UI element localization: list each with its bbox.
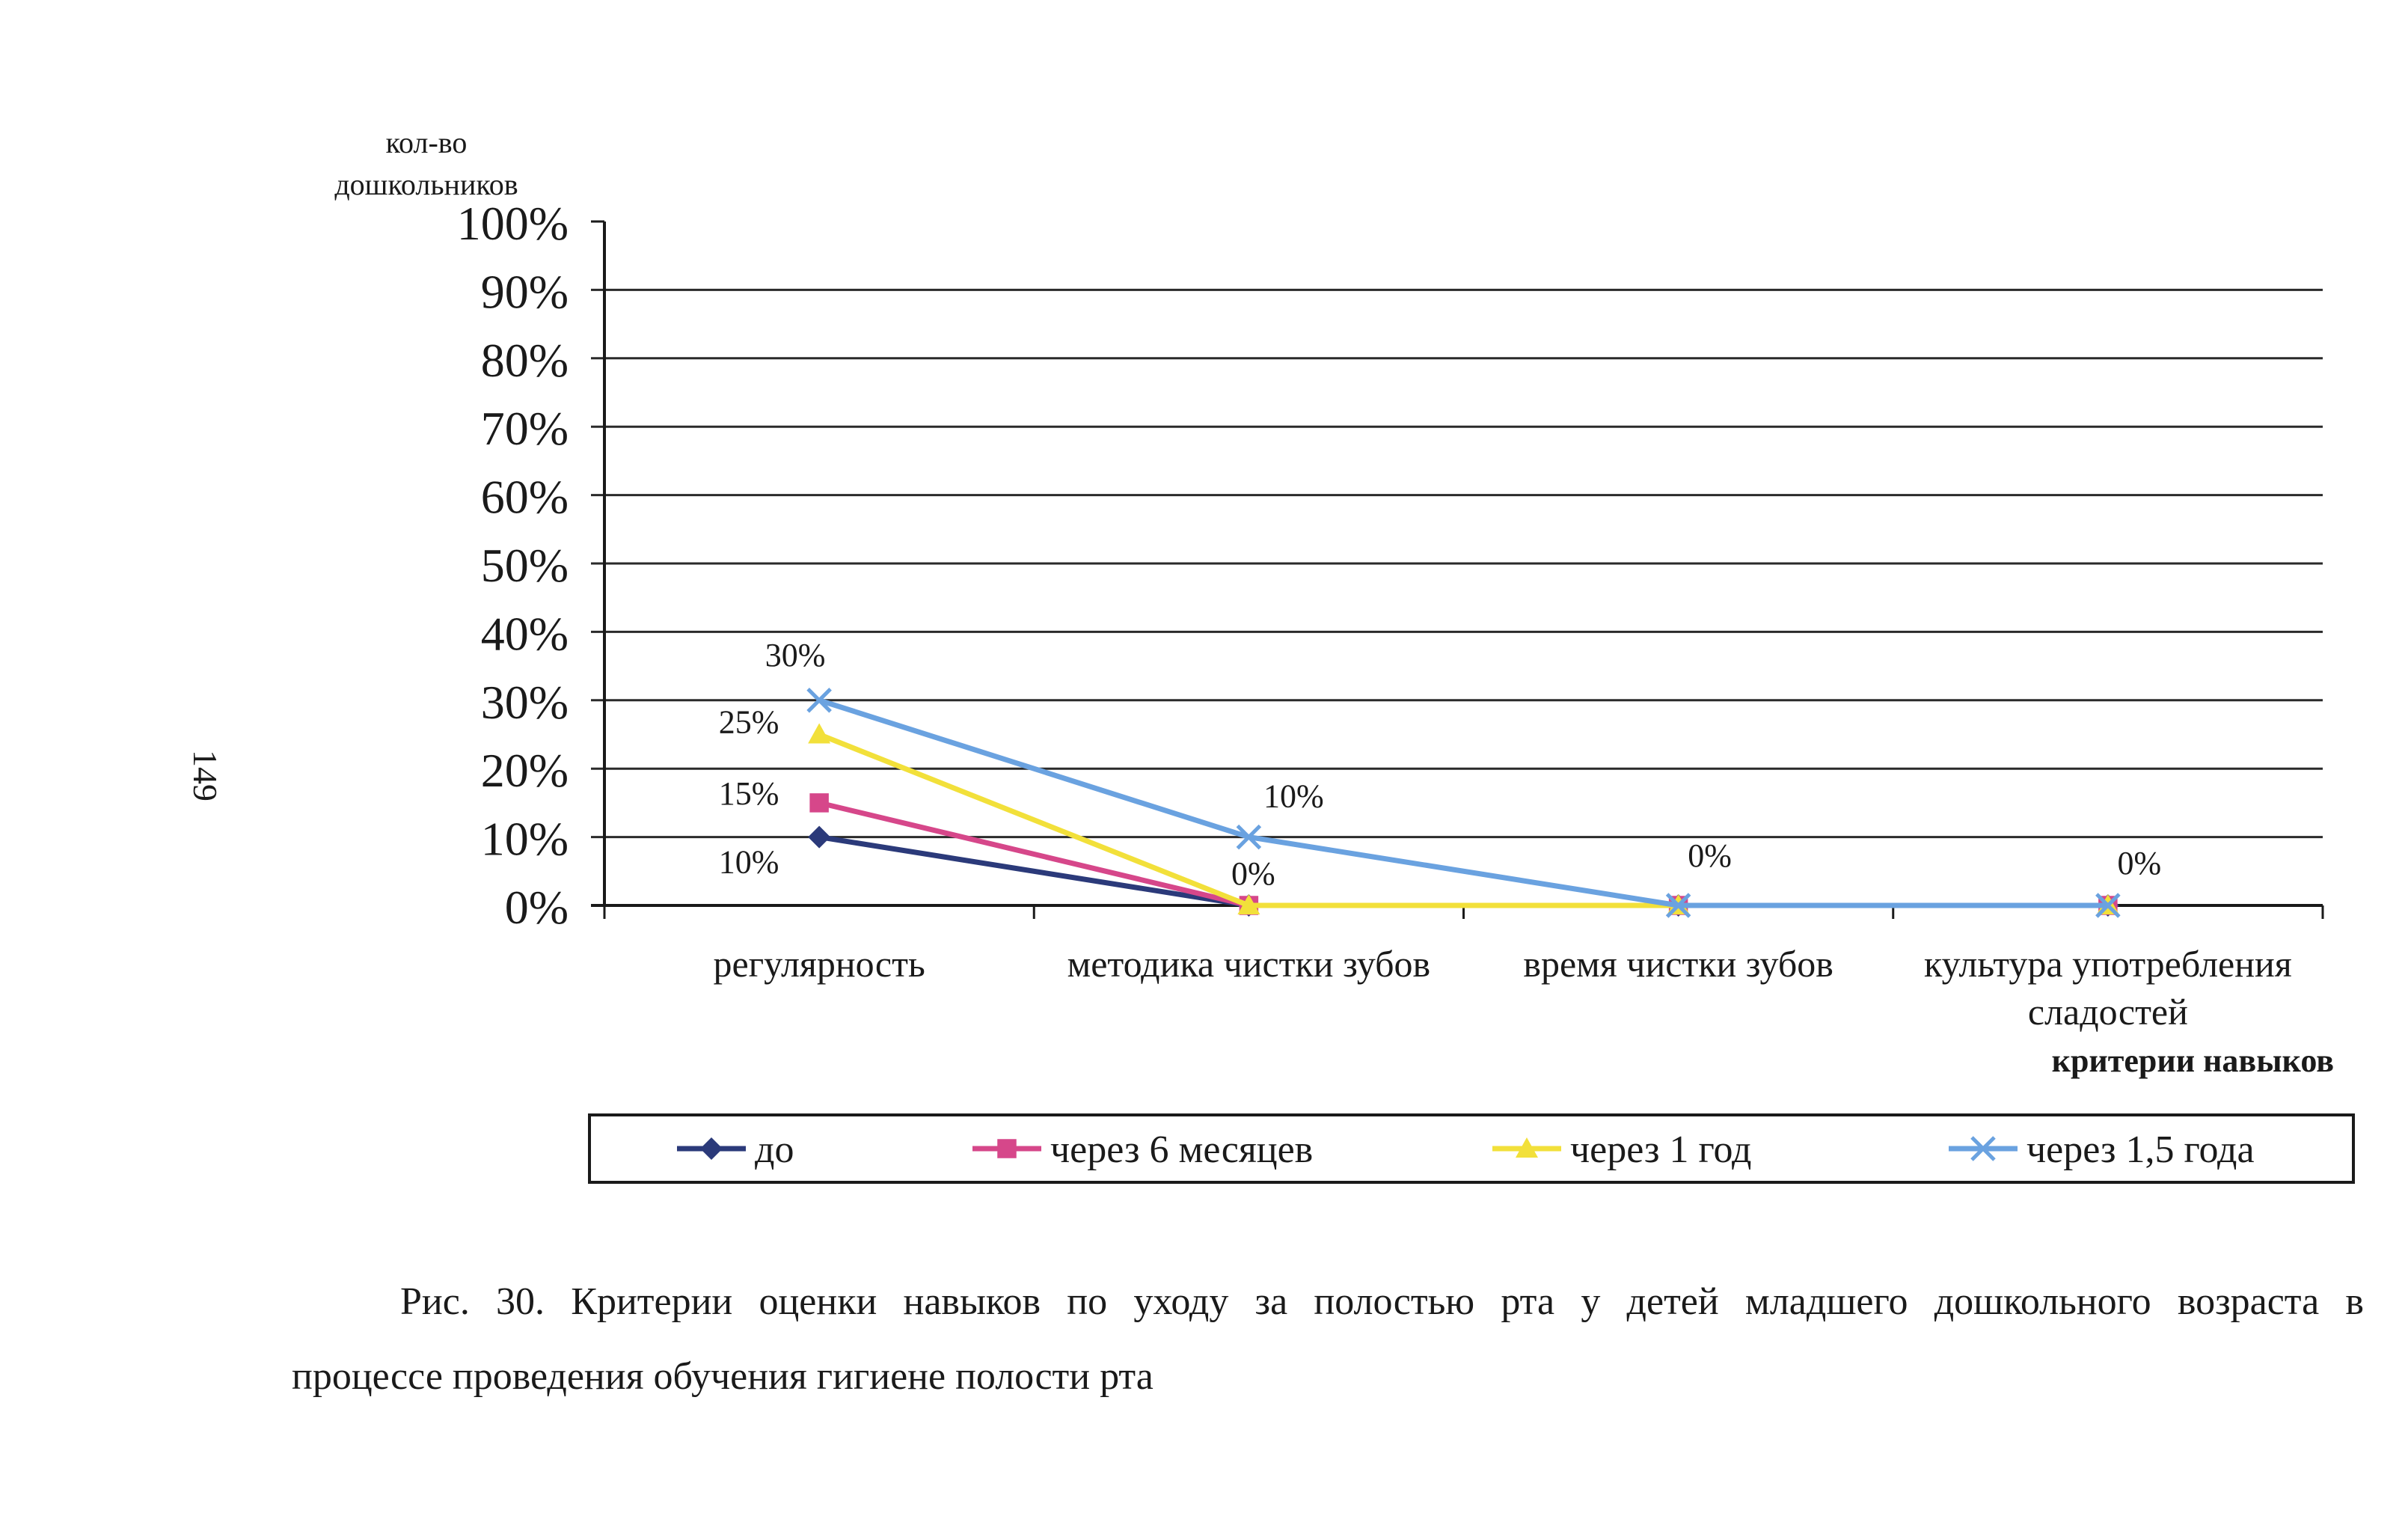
data-label: 0%	[1231, 855, 1275, 892]
data-point	[1665, 893, 1691, 918]
x-axis-title: критерии навыков	[2052, 1042, 2334, 1079]
data-label: 0%	[2118, 845, 2162, 881]
y-tick-label: 100%	[457, 197, 569, 250]
data-label: 0%	[1688, 837, 1732, 874]
data-point	[806, 688, 832, 713]
data-point-stroke	[1665, 893, 1691, 918]
figure-caption: Рис. 30. Критерии оценки навыков по уход…	[292, 1265, 2364, 1414]
data-point	[700, 1137, 723, 1160]
caption-line-2: процессе проведения обучения гигиене пол…	[292, 1355, 1154, 1398]
data-label: 10%	[1263, 778, 1324, 815]
x-tick-label: культура употребления	[1924, 943, 2292, 985]
x-tick-label: регулярность	[713, 943, 925, 985]
y-tick-labels: 0% 10% 20% 30% 40% 50% 60% 70% 80% 90% 100%	[457, 197, 569, 934]
y-tick-label: 80%	[481, 334, 569, 387]
legend-label: через 1 год	[1570, 1128, 1751, 1171]
y-axis-title: кол-во	[386, 126, 468, 159]
y-axis-title: дошкольников	[334, 168, 518, 201]
data-label: 15%	[719, 775, 779, 812]
data-point	[808, 825, 831, 849]
data-point-stroke	[1236, 824, 1262, 850]
legend-box	[588, 1113, 2355, 1184]
y-tick-label: 20%	[481, 744, 569, 797]
data-labels: 30% 25% 15% 10% 10% 0% 0% 0%	[719, 637, 2161, 892]
legend-label: через 6 месяцев	[1050, 1128, 1313, 1171]
series-lines	[806, 688, 2121, 918]
data-point	[808, 723, 831, 744]
gridlines	[591, 288, 2323, 839]
data-point-stroke	[1970, 1136, 1996, 1161]
x-tick-label: время чистки зубов	[1523, 943, 1833, 985]
data-label: 30%	[765, 637, 826, 673]
data-point	[809, 793, 829, 813]
x-tick-label: методика чистки зубов	[1067, 943, 1431, 985]
axes	[591, 220, 2324, 919]
data-point	[1970, 1136, 1996, 1161]
x-tick-labels: регулярность методика чистки зубов время ч…	[713, 943, 2291, 1033]
y-tick-label: 60%	[481, 471, 569, 524]
axis-titles: кол-во дошкольников критерии навыков	[334, 126, 2334, 1079]
legend: до через 6 месяцев через 1 год через 1,5 го…	[588, 1113, 2355, 1184]
legend-label: до	[755, 1128, 794, 1171]
y-tick-label: 0%	[505, 881, 569, 934]
page-number: 149	[186, 750, 224, 801]
legend-label: через 1,5 года	[2026, 1128, 2255, 1171]
data-point	[1516, 1137, 1538, 1158]
data-label: 25%	[719, 704, 779, 741]
data-point	[1237, 894, 1260, 914]
y-tick-label: 50%	[481, 539, 569, 592]
data-point-stroke	[2095, 893, 2121, 918]
y-tick-label: 30%	[481, 676, 569, 729]
data-label: 10%	[719, 844, 779, 881]
data-point	[997, 1139, 1017, 1158]
series-line	[818, 800, 2108, 908]
y-tick-label: 40%	[481, 607, 569, 660]
data-point-stroke	[806, 688, 832, 713]
y-tick-label: 10%	[481, 813, 569, 866]
caption-line-1: Рис. 30. Критерии оценки навыков по уход…	[400, 1280, 2364, 1323]
series-line	[818, 697, 2108, 908]
data-point	[1236, 824, 1262, 850]
data-point	[2095, 893, 2121, 918]
y-tick-label: 90%	[481, 265, 569, 318]
y-tick-label: 70%	[481, 402, 569, 455]
x-tick-label: сладостей	[2028, 991, 2188, 1033]
